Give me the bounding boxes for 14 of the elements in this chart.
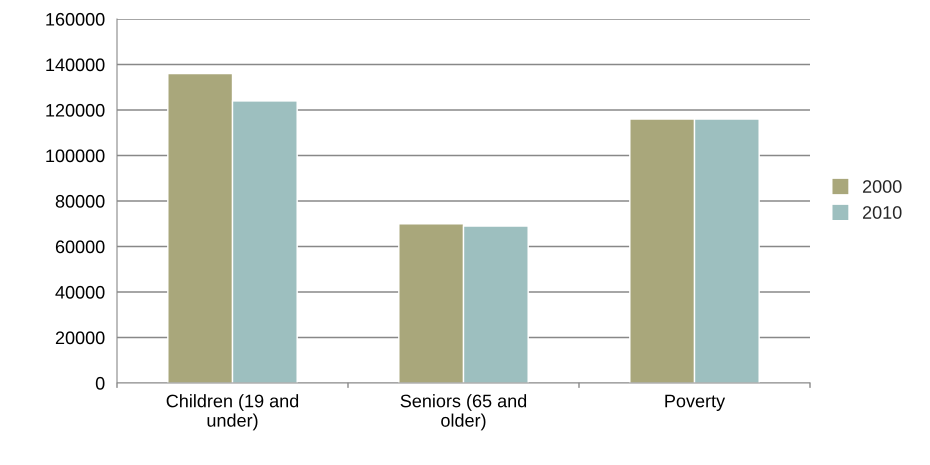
y-tick-label: 160000 bbox=[46, 12, 104, 26]
y-tick-label: 100000 bbox=[46, 149, 104, 162]
y-tick-label: 40000 bbox=[55, 286, 104, 299]
x-tick-label: Seniors (65 and older) bbox=[400, 394, 526, 430]
y-tick-label: 80000 bbox=[56, 194, 104, 208]
legend-label: 2010 bbox=[862, 206, 902, 219]
y-tick-label: 60000 bbox=[56, 240, 104, 254]
y-tick-label: 140000 bbox=[46, 58, 104, 72]
legend-label: 2000 bbox=[862, 180, 902, 193]
y-tick-label: 120000 bbox=[46, 104, 104, 117]
y-tick-label: 0 bbox=[96, 376, 104, 390]
x-tick-label: Children (19 and under) bbox=[166, 394, 298, 430]
y-tick-label: 20000 bbox=[56, 331, 104, 344]
x-tick-label: Poverty bbox=[665, 394, 726, 411]
